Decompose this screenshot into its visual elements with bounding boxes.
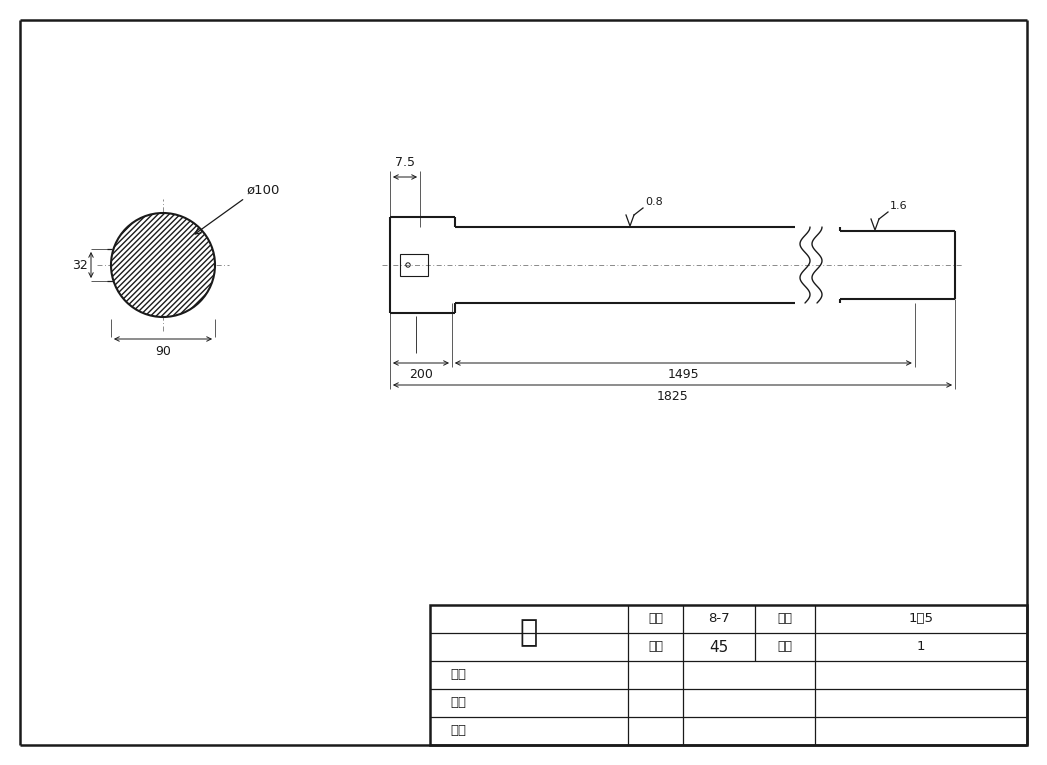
Text: 日期: 日期	[450, 724, 466, 737]
Bar	[430, 605, 1027, 745]
Text: 比例: 比例	[778, 613, 793, 626]
Text: 200: 200	[409, 368, 432, 381]
Text: 45: 45	[710, 640, 729, 655]
Circle shape	[111, 213, 215, 317]
Bar	[400, 254, 428, 276]
Text: 32: 32	[72, 259, 88, 272]
Text: 数量: 数量	[778, 640, 793, 653]
Text: 1825: 1825	[656, 390, 688, 403]
Text: 设计: 设计	[450, 669, 466, 682]
Text: 图号: 图号	[648, 613, 663, 626]
Text: 轴: 轴	[520, 618, 538, 647]
Text: 0.8: 0.8	[645, 197, 663, 207]
Text: 8-7: 8-7	[708, 613, 730, 626]
Circle shape	[111, 213, 215, 317]
Text: 1.6: 1.6	[890, 201, 908, 211]
Text: 审核: 审核	[450, 696, 466, 709]
Text: 1：5: 1：5	[909, 613, 934, 626]
Text: 7.5: 7.5	[395, 156, 415, 169]
Text: ø100: ø100	[247, 184, 281, 197]
Text: 1495: 1495	[668, 368, 699, 381]
Text: 材料: 材料	[648, 640, 663, 653]
Text: 90: 90	[155, 345, 171, 358]
Text: 1: 1	[917, 640, 926, 653]
